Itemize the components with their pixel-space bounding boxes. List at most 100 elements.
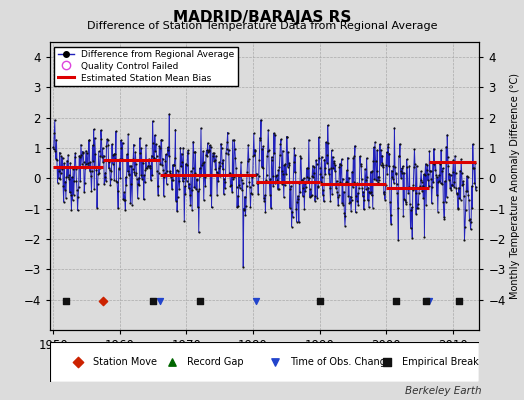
Point (127, 163, 136, 169)
Point (414, 190, 423, 196)
Point (410, 164, 418, 170)
Point (134, 195, 142, 202)
Point (443, 132, 451, 138)
Point (254, 191, 263, 197)
Point (417, 177, 425, 184)
Point (293, 193, 302, 199)
Point (133, 176, 141, 182)
Point (60, 199, 68, 205)
Point (449, 169, 457, 176)
Point (461, 224, 469, 230)
Point (168, 162, 177, 168)
Point (115, 164, 124, 171)
Point (402, 156, 411, 163)
Point (239, 264, 247, 270)
Point (457, 170, 466, 176)
Point (438, 180, 446, 187)
Point (226, 183, 235, 189)
Point (302, 184, 310, 190)
Point (177, 163, 185, 170)
Point (140, 172, 148, 178)
Point (119, 196, 127, 202)
Point (350, 179, 358, 185)
Point (436, 160, 444, 167)
Point (448, 182, 456, 188)
Point (124, 131, 133, 138)
Point (287, 183, 295, 189)
Point (50, 130, 58, 136)
Point (169, 176, 177, 183)
Point (154, 192, 162, 198)
Point (208, 204, 216, 210)
Point (260, 198, 268, 204)
Point (285, 160, 293, 166)
Point (332, 185, 340, 192)
Point (465, 217, 474, 223)
Point (106, 167, 114, 173)
Point (401, 199, 410, 205)
Point (328, 147, 336, 154)
Point (54, 175, 63, 182)
Point (387, 168, 396, 174)
Point (363, 155, 371, 161)
Point (103, 137, 112, 143)
Point (422, 167, 431, 173)
Point (200, 197, 208, 203)
Point (252, 172, 260, 178)
Point (464, 192, 473, 198)
Point (135, 174, 143, 181)
Point (64, 172, 73, 178)
Point (95, 170, 103, 176)
Point (190, 148, 198, 155)
Point (331, 168, 339, 174)
Point (174, 168, 182, 174)
Point (278, 181, 286, 187)
Point (437, 147, 445, 153)
Point (252, 298, 260, 304)
Point (212, 152, 220, 159)
Point (153, 168, 161, 174)
Point (410, 146, 419, 152)
Point (53, 180, 62, 186)
Point (144, 163, 152, 169)
Point (406, 200, 414, 207)
Point (352, 192, 361, 199)
Point (335, 192, 343, 198)
Point (419, 194, 428, 201)
Point (379, 162, 387, 168)
Point (365, 204, 373, 210)
Point (423, 162, 431, 168)
Point (110, 151, 118, 158)
Point (243, 183, 251, 190)
Point (397, 174, 405, 181)
Point (139, 196, 148, 203)
Point (62, 174, 71, 180)
Point (73, 359, 82, 365)
Point (137, 172, 145, 178)
Point (337, 156, 346, 162)
Point (375, 177, 383, 184)
Point (210, 150, 219, 156)
Point (318, 154, 326, 160)
Point (326, 198, 335, 204)
Point (81, 165, 90, 172)
Point (242, 203, 250, 209)
Point (156, 145, 164, 151)
Point (88, 188, 96, 194)
Point (216, 163, 225, 169)
Point (401, 197, 409, 203)
Point (334, 202, 343, 209)
Point (177, 151, 185, 157)
Point (90, 126, 98, 133)
Point (251, 148, 259, 154)
Point (113, 188, 122, 194)
Point (254, 180, 262, 186)
Point (457, 156, 465, 163)
Point (364, 184, 373, 191)
Point (368, 168, 376, 174)
Point (348, 184, 357, 190)
Point (284, 149, 292, 155)
Point (90, 186, 99, 192)
Point (67, 192, 75, 198)
Point (311, 192, 320, 199)
